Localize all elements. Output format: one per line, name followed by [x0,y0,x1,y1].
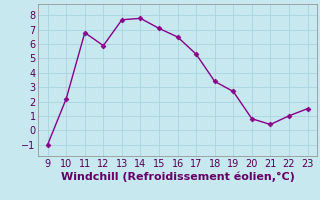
X-axis label: Windchill (Refroidissement éolien,°C): Windchill (Refroidissement éolien,°C) [61,172,294,182]
